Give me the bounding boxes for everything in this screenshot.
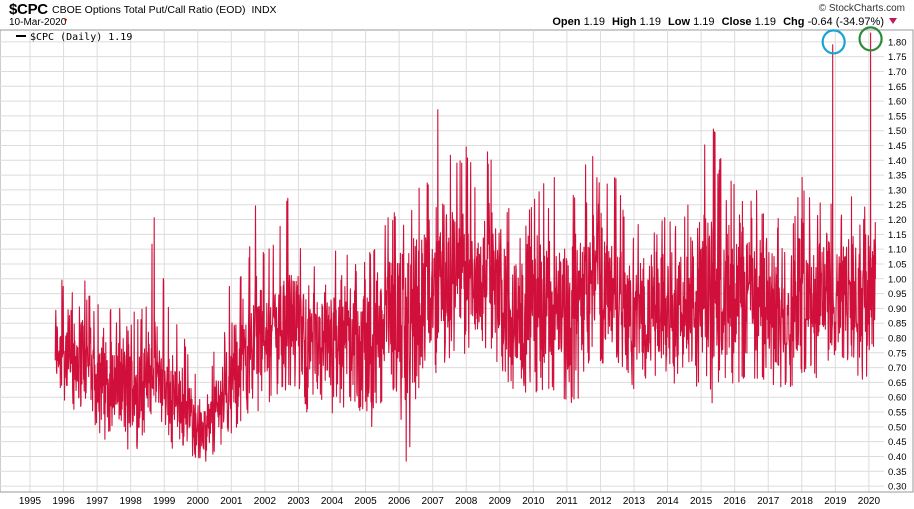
y-tick-label: 1.05 [888, 259, 907, 270]
green-circle-annotation [858, 26, 883, 52]
x-tick-label: 2018 [791, 496, 814, 507]
x-tick-label: 2009 [489, 496, 512, 507]
blue-circle-annotation [821, 29, 846, 55]
annotations [821, 26, 883, 55]
y-tick-label: 1.55 [888, 111, 907, 122]
x-tick-label: 2002 [254, 496, 277, 507]
close-label: Close [721, 16, 752, 28]
y-tick-label: 1.30 [888, 185, 907, 196]
chg-value: -0.64 (-34.97%) [807, 16, 884, 28]
y-tick-label: 0.85 [888, 319, 907, 330]
description-text: CBOE Options Total Put/Call Ratio (EOD) [52, 4, 246, 16]
x-axis: 1995 1996 1997 1998 1999 2000 2001 2002 2003 2004… [0, 491, 913, 507]
y-tick-label: 1.80 [888, 37, 907, 48]
y-tick-label: 0.55 [888, 408, 907, 419]
brand-logo: © StockCharts.com [818, 3, 905, 14]
x-tick-label: 1995 [19, 496, 42, 507]
x-tick-label: 2014 [656, 496, 679, 507]
chg-label: Chg [783, 16, 805, 28]
x-tick-label: 2001 [220, 496, 243, 507]
symbol: $CPC [9, 1, 48, 18]
y-tick-label: 1.35 [888, 171, 907, 182]
y-tick-label: 1.45 [888, 141, 907, 152]
y-tick-label: 1.50 [888, 126, 907, 137]
y-tick-label: 0.30 [888, 482, 907, 493]
y-tick-label: 1.60 [888, 97, 907, 108]
chart-header: $CPC CBOE Options Total Put/Call Ratio (… [0, 0, 914, 30]
y-tick-label: 1.75 [888, 52, 907, 63]
x-tick-label: 2011 [556, 496, 578, 507]
y-tick-label: 1.15 [888, 230, 907, 241]
x-tick-label: 2013 [623, 496, 646, 507]
chart-date: 10-Mar-2020 [9, 17, 67, 28]
open-label: Open [552, 16, 581, 28]
y-tick-label: 0.80 [888, 334, 907, 345]
x-tick-label: 1999 [153, 496, 176, 507]
x-tick-label: 2020 [858, 496, 881, 507]
x-tick-label: 1997 [86, 496, 109, 507]
y-tick-label: 0.90 [888, 304, 907, 315]
cpc-line [54, 32, 877, 462]
y-tick-label: 1.25 [888, 200, 907, 211]
symbol-description: CBOE Options Total Put/Call Ratio (EOD) … [52, 4, 277, 16]
x-tick-label: 2010 [522, 496, 545, 507]
ohlc-readout: Open 1.19 High 1.19 Low 1.19 Close 1.19 … [552, 16, 884, 28]
x-tick-label: 1998 [120, 496, 143, 507]
x-tick-label: 2008 [455, 496, 478, 507]
y-tick-label: 1.00 [888, 274, 907, 285]
low-value: 1.19 [693, 16, 715, 28]
y-tick-label: 0.70 [888, 363, 907, 374]
x-tick-label: 2015 [690, 496, 713, 507]
y-tick-label: 0.45 [888, 437, 907, 448]
open-value: 1.19 [583, 16, 605, 28]
y-axis: 0.30 0.35 0.40 0.45 0.50 0.55 0.60 0.65 0.70 0.75… [888, 37, 907, 492]
x-tick-label: 1996 [52, 496, 75, 507]
y-tick-label: 1.65 [888, 82, 907, 93]
x-tick-label: 2012 [589, 496, 612, 507]
y-tick-label: 0.95 [888, 289, 907, 300]
high-label: High [612, 16, 637, 28]
low-label: Low [668, 16, 691, 28]
y-tick-label: 1.10 [888, 245, 907, 256]
y-tick-label: 0.60 [888, 393, 907, 404]
x-tick-label: 2000 [187, 496, 210, 507]
y-tick-label: 1.20 [888, 215, 907, 226]
exchange-text: INDX [251, 4, 277, 16]
x-tick-label: 2004 [321, 496, 344, 507]
x-tick-label: 2005 [354, 496, 377, 507]
y-tick-label: 0.50 [888, 422, 907, 433]
x-tick-label: 2006 [388, 496, 411, 507]
cpc-series [54, 32, 877, 462]
x-tick-label: 2019 [824, 496, 847, 507]
y-tick-label: 0.65 [888, 378, 907, 389]
y-tick-label: 1.70 [888, 67, 907, 78]
legend-label: $CPC (Daily) 1.19 [30, 32, 132, 43]
y-tick-label: 0.40 [888, 452, 907, 463]
y-tick-label: 1.40 [888, 156, 907, 167]
x-tick-label: 2003 [287, 496, 310, 507]
x-tick-label: 2017 [757, 496, 780, 507]
update-marker: • [64, 15, 68, 25]
y-tick-label: 0.75 [888, 348, 907, 359]
x-tick-label: 2007 [422, 496, 445, 507]
close-value: 1.19 [754, 16, 777, 28]
y-tick-label: 0.35 [888, 467, 907, 478]
x-tick-label: 2016 [724, 496, 747, 507]
down-arrow-icon [889, 18, 897, 24]
high-value: 1.19 [639, 16, 661, 28]
